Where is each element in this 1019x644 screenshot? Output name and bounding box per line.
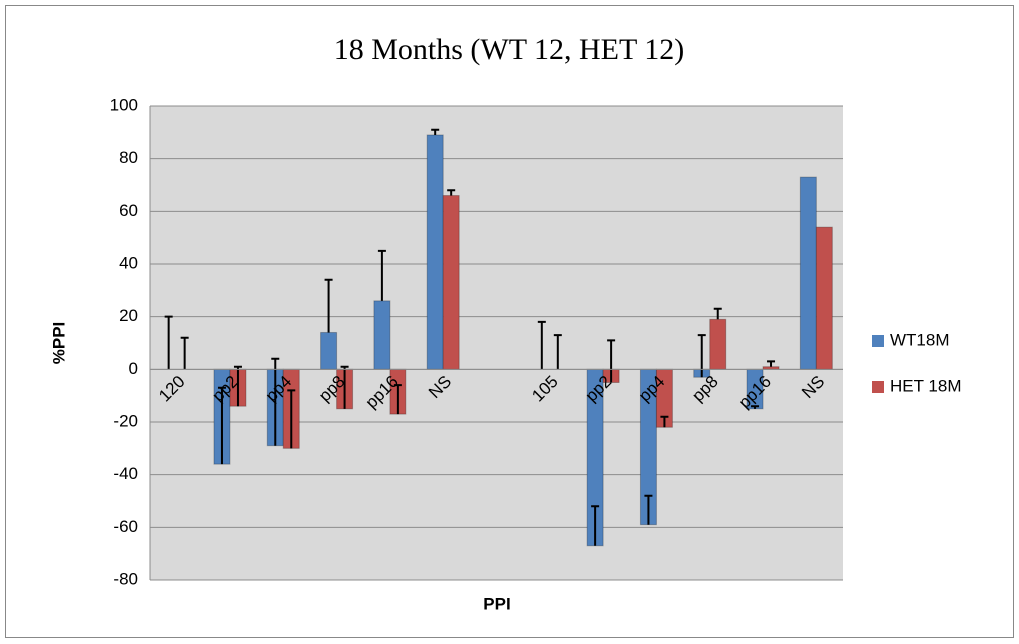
error-bar: [644, 494, 653, 525]
error-bar: [393, 384, 402, 415]
error-bar: [713, 307, 722, 320]
error-bar: [431, 128, 440, 135]
error-bar: [697, 334, 706, 378]
bar: [373, 300, 391, 370]
bar: [442, 195, 460, 370]
error-bar: [377, 249, 386, 301]
error-bar: [233, 365, 242, 407]
error-bar: [217, 386, 226, 465]
error-bar: [751, 405, 760, 409]
error-bar: [287, 389, 296, 449]
y-tick-label: 60: [119, 201, 138, 220]
error-bar: [271, 357, 280, 446]
y-tick-label: 0: [129, 359, 138, 378]
chart-title: 18 Months (WT 12, HET 12): [334, 33, 685, 66]
legend-swatch: [872, 381, 884, 393]
error-bar: [164, 315, 173, 370]
error-bar: [767, 360, 776, 367]
error-bar: [537, 320, 546, 370]
bar: [320, 331, 338, 370]
legend-label: WT18M: [890, 330, 950, 349]
bar: [815, 226, 833, 370]
error-bar: [324, 278, 333, 333]
y-tick-label: -40: [113, 464, 138, 483]
y-tick-label: 40: [119, 253, 138, 272]
bar: [709, 318, 727, 370]
plot-area: [150, 106, 843, 580]
y-tick-label: 20: [119, 306, 138, 325]
y-tick-label: 80: [119, 148, 138, 167]
y-tick-label: -80: [113, 569, 138, 588]
bar: [799, 176, 817, 370]
error-bar: [180, 336, 189, 370]
y-axis-title: %PPI: [49, 322, 68, 365]
error-bar: [591, 505, 600, 546]
error-bar: [660, 415, 669, 428]
y-tick-label: -20: [113, 411, 138, 430]
y-tick-label: -60: [113, 517, 138, 536]
error-bar: [553, 334, 562, 370]
bar: [426, 134, 444, 370]
legend-label: HET 18M: [890, 376, 962, 395]
error-bar: [607, 339, 616, 383]
x-axis-title: PPI: [483, 594, 510, 613]
legend-swatch: [872, 335, 884, 347]
error-bar: [447, 189, 456, 196]
y-tick-label: 100: [110, 95, 138, 114]
error-bar: [340, 365, 349, 409]
